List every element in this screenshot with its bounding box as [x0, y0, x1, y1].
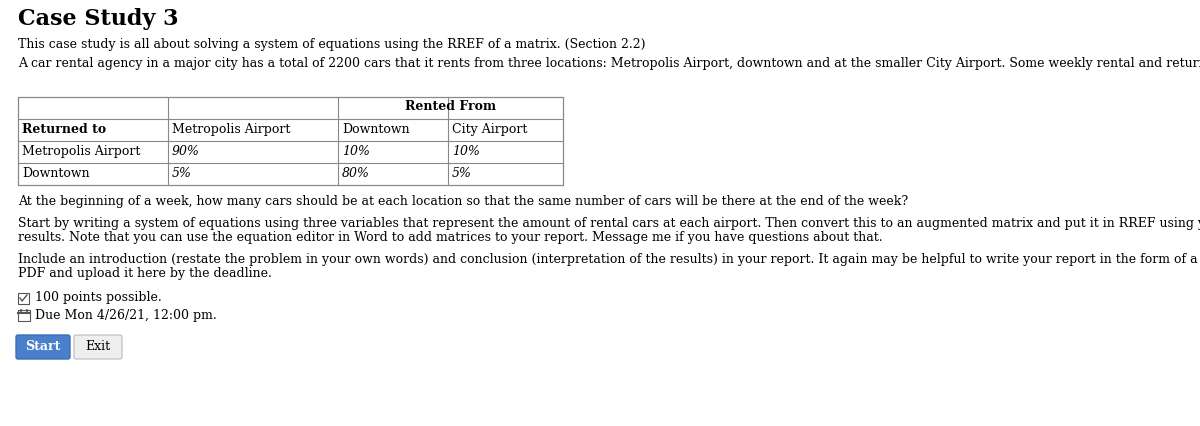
Text: 5%: 5%	[452, 167, 472, 180]
Text: Downtown: Downtown	[342, 123, 409, 136]
Text: Metropolis Airport: Metropolis Airport	[172, 123, 290, 136]
Text: 5%: 5%	[172, 167, 192, 180]
Text: Metropolis Airport: Metropolis Airport	[22, 145, 140, 158]
Text: PDF and upload it here by the deadline.: PDF and upload it here by the deadline.	[18, 267, 272, 280]
Text: A car rental agency in a major city has a total of 2200 cars that it rents from : A car rental agency in a major city has …	[18, 57, 1200, 70]
Text: Returned to: Returned to	[22, 123, 106, 136]
Text: 10%: 10%	[452, 145, 480, 158]
Text: Downtown: Downtown	[22, 167, 90, 180]
Text: Exit: Exit	[85, 340, 110, 354]
Text: Start: Start	[25, 340, 61, 354]
Text: Rented From: Rented From	[404, 100, 496, 113]
Text: 90%: 90%	[172, 145, 200, 158]
Text: 100 points possible.: 100 points possible.	[35, 291, 162, 304]
Text: 10%: 10%	[342, 145, 370, 158]
Text: Include an introduction (restate the problem in your own words) and conclusion (: Include an introduction (restate the pro…	[18, 253, 1200, 266]
FancyBboxPatch shape	[74, 335, 122, 359]
Text: results. Note that you can use the equation editor in Word to add matrices to yo: results. Note that you can use the equat…	[18, 231, 883, 244]
FancyBboxPatch shape	[16, 335, 70, 359]
Text: Due Mon 4/26/21, 12:00 pm.: Due Mon 4/26/21, 12:00 pm.	[35, 309, 217, 322]
Text: Case Study 3: Case Study 3	[18, 8, 179, 30]
Text: Start by writing a system of equations using three variables that represent the : Start by writing a system of equations u…	[18, 217, 1200, 230]
Text: This case study is all about solving a system of equations using the RREF of a m: This case study is all about solving a s…	[18, 38, 646, 51]
Text: City Airport: City Airport	[452, 123, 527, 136]
Bar	[18, 293, 29, 304]
Text: 80%: 80%	[342, 167, 370, 180]
Bar	[18, 310, 30, 321]
Text: At the beginning of a week, how many cars should be at each location so that the: At the beginning of a week, how many car…	[18, 195, 908, 208]
Bar	[18, 97, 563, 185]
